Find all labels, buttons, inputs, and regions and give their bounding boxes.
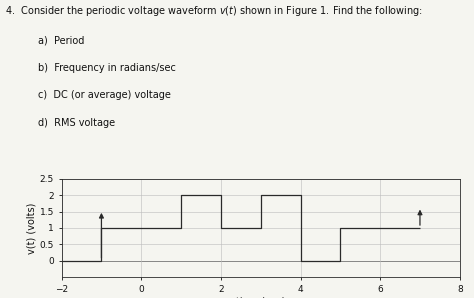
Text: a)  Period: a) Period [38,35,84,45]
Y-axis label: v(t) (volts): v(t) (volts) [27,202,37,254]
Text: d)  RMS voltage: d) RMS voltage [38,118,115,128]
X-axis label: time (sec): time (sec) [236,297,285,298]
Text: 4.  Consider the periodic voltage waveform $v(t)$ shown in Figure 1. Find the fo: 4. Consider the periodic voltage wavefor… [5,4,423,18]
Text: c)  DC (or average) voltage: c) DC (or average) voltage [38,90,171,100]
Text: b)  Frequency in radians/sec: b) Frequency in radians/sec [38,63,176,73]
